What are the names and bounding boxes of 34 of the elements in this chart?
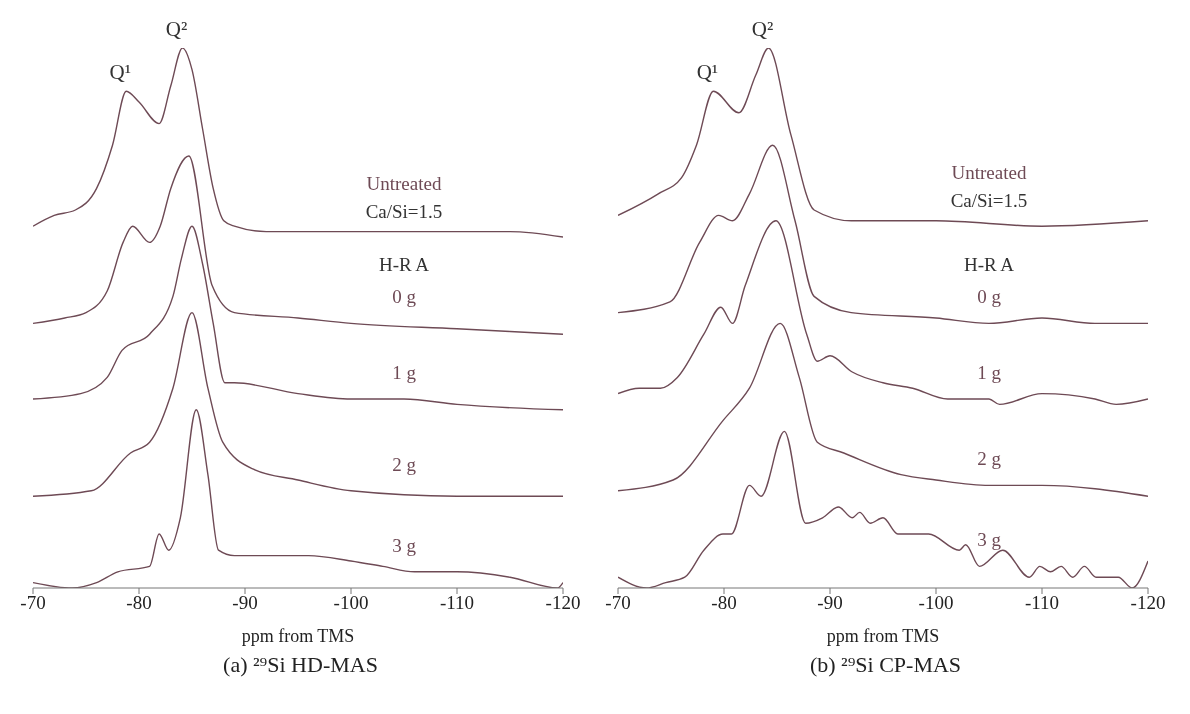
- series-label: 3 g: [977, 529, 1002, 551]
- legend-title: H-R A: [378, 254, 430, 276]
- x-tick-label: -70: [20, 592, 46, 614]
- x-tick-label: -80: [126, 592, 152, 614]
- text: (b) ²⁹Si CP-MAS: [808, 652, 963, 678]
- series-label: 1 g: [392, 362, 417, 383]
- series-label: Untreated: [366, 172, 442, 194]
- text: (a) ²⁹Si HD-MAS: [222, 652, 379, 678]
- x-tick-label: -90: [817, 592, 843, 614]
- series-label: 3 g: [392, 534, 417, 556]
- series-label: 2 g: [977, 448, 1002, 470]
- annotation: Q²: [751, 17, 774, 41]
- series-label: 2 g: [392, 453, 417, 475]
- x-axis-title: ppm from TMS: [826, 626, 940, 646]
- legend-title: H-R A: [963, 254, 1015, 276]
- x-tick-label: -70: [605, 592, 631, 614]
- series-label: 0 g: [977, 286, 1002, 308]
- annotation: Ca/Si=1.5: [365, 200, 443, 222]
- annotation: Ca/Si=1.5: [950, 189, 1028, 211]
- x-tick-label: -80: [711, 592, 737, 614]
- x-tick-label: -100: [333, 592, 369, 614]
- annotation: Q²: [165, 17, 188, 41]
- x-tick-label: -110: [439, 592, 475, 614]
- series-label: 1 g: [977, 362, 1002, 383]
- text: Untreated: [951, 161, 1027, 183]
- annotation: Q¹: [109, 60, 132, 85]
- x-tick-label: -100: [918, 592, 954, 614]
- x-tick-label: -120: [1130, 592, 1166, 614]
- x-tick-label: -110: [1024, 592, 1060, 614]
- annotation: Q¹: [696, 60, 719, 85]
- x-axis-title: ppm from TMS: [241, 626, 355, 646]
- x-tick-label: -120: [545, 592, 581, 614]
- x-tick-label: -90: [232, 592, 258, 614]
- series-label: 0 g: [392, 286, 417, 308]
